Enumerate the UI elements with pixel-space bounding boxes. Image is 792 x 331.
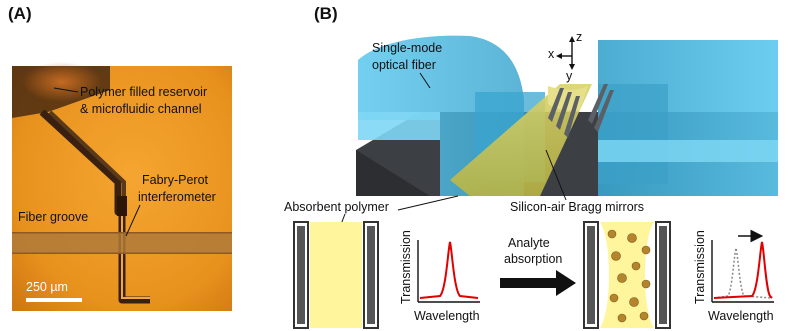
reservoir-leader bbox=[53, 87, 79, 93]
reservoir-label-line1: Polymer filled reservoir bbox=[80, 85, 207, 99]
micrograph-image bbox=[12, 62, 232, 311]
panel-b-label: (B) bbox=[314, 4, 338, 23]
scale-bar-label: 250 µm bbox=[26, 280, 68, 294]
micrograph-labels: Polymer filled reservoir & microfluidic … bbox=[18, 85, 216, 294]
groove-label: Fiber groove bbox=[18, 210, 88, 224]
fp-label-line2: interferometer bbox=[138, 190, 216, 204]
fp-leader bbox=[125, 204, 141, 237]
fp-label-line1: Fabry-Perot bbox=[142, 173, 209, 187]
reservoir-label-line2: & microfluidic channel bbox=[80, 102, 202, 116]
panel-a-label: (A) bbox=[8, 4, 32, 23]
